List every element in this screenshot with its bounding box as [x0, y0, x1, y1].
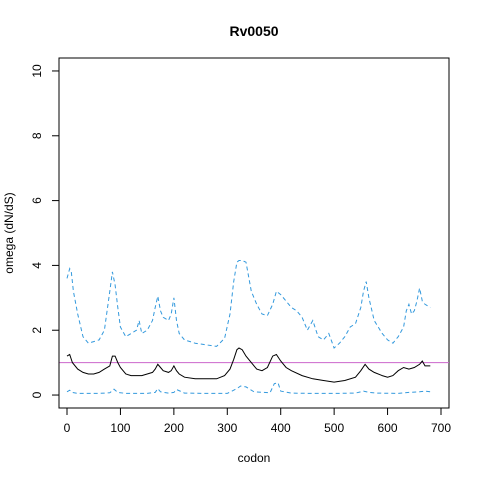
- y-tick-label: 6: [30, 197, 44, 204]
- y-tick-label: 8: [30, 132, 44, 139]
- y-axis: 0 2 4 6 8 10: [30, 64, 60, 398]
- x-tick-label: 100: [110, 421, 130, 435]
- x-tick-label: 200: [164, 421, 184, 435]
- x-axis: 0 100 200 300 400 500 600 700: [64, 407, 451, 435]
- series-line-3: [66, 382, 431, 394]
- y-axis-label: omega (dN/dS): [2, 192, 16, 273]
- y-tick-label: 4: [30, 262, 44, 269]
- x-tick-label: 600: [378, 421, 398, 435]
- chart-title: Rv0050: [229, 23, 278, 39]
- y-tick-label: 2: [30, 327, 44, 334]
- x-tick-label: 700: [431, 421, 451, 435]
- series-line-2: [66, 260, 431, 349]
- x-tick-label: 500: [324, 421, 344, 435]
- x-axis-label: codon: [238, 451, 271, 465]
- y-tick-label: 10: [30, 64, 44, 78]
- x-tick-label: 400: [271, 421, 291, 435]
- y-tick-label: 0: [30, 391, 44, 398]
- x-tick-label: 300: [217, 421, 237, 435]
- series-layer: [66, 260, 431, 394]
- x-tick-label: 0: [64, 421, 71, 435]
- series-line-1: [66, 347, 431, 383]
